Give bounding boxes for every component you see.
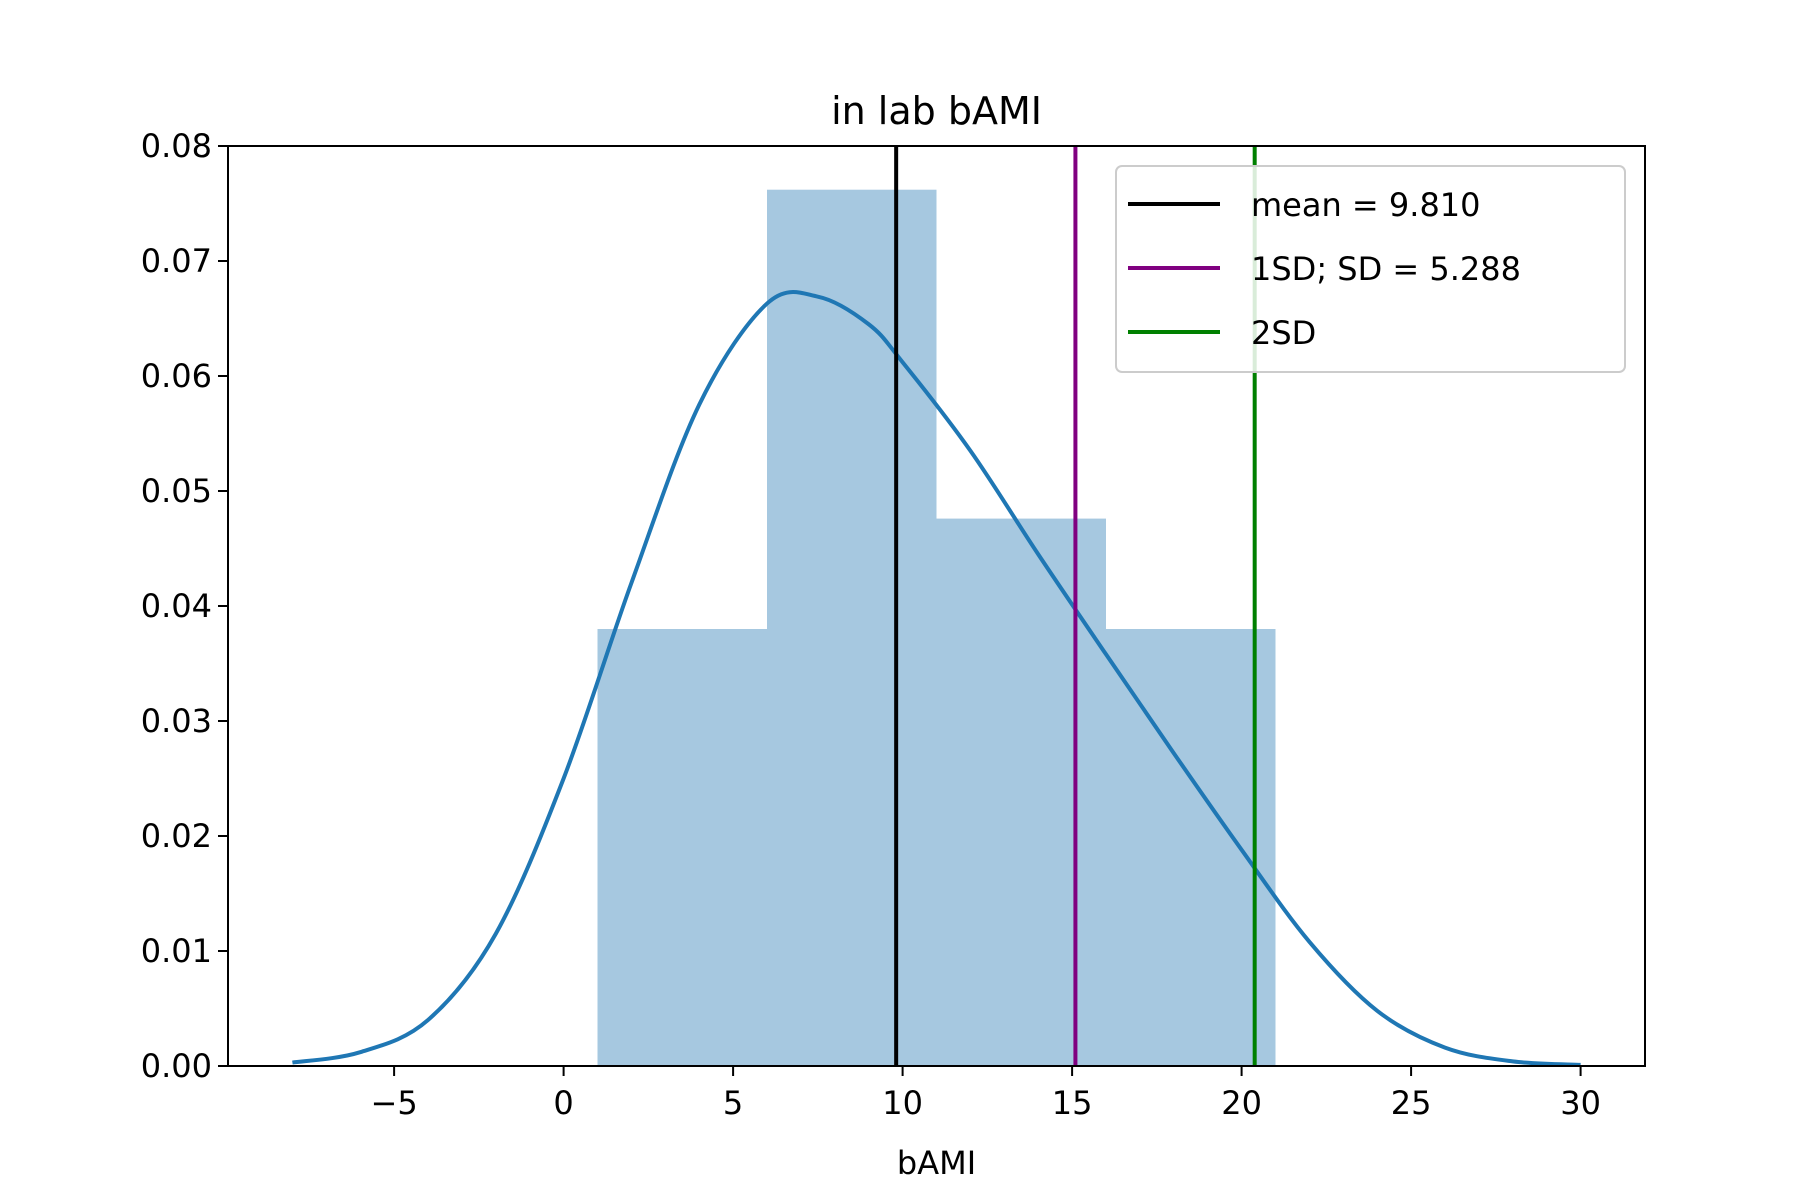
x-tick-label: 30 — [1560, 1084, 1601, 1122]
y-tick-label: 0.01 — [141, 932, 212, 970]
plot-area — [292, 146, 1581, 1067]
x-tick-label: 25 — [1391, 1084, 1432, 1122]
x-tick-label: 15 — [1052, 1084, 1093, 1122]
chart-title: in lab bAMI — [831, 89, 1042, 133]
x-tick-label: 5 — [723, 1084, 743, 1122]
y-tick-label: 0.07 — [141, 242, 212, 280]
x-tick-label: 0 — [553, 1084, 573, 1122]
histogram-bars — [597, 189, 1276, 1066]
y-tick-label: 0.06 — [141, 357, 212, 395]
x-axis-ticks: −5 0 5 10 15 20 25 30 — [371, 1066, 1601, 1122]
x-axis-label: bAMI — [897, 1144, 976, 1182]
y-tick-label: 0.05 — [141, 472, 212, 510]
hist-bar-0 — [597, 629, 768, 1066]
y-tick-label: 0.02 — [141, 817, 212, 855]
y-tick-label: 0.00 — [141, 1047, 212, 1085]
x-tick-label: −5 — [371, 1084, 418, 1122]
x-tick-label: 10 — [882, 1084, 923, 1122]
legend-label-2: 2SD — [1251, 314, 1316, 352]
legend-box — [1115, 165, 1626, 373]
y-tick-label: 0.04 — [141, 587, 212, 625]
y-axis-ticks: 0.00 0.01 0.02 0.03 0.04 0.05 0.06 0.07 0.08 — [141, 127, 228, 1085]
x-tick-label: 20 — [1221, 1084, 1262, 1122]
hist-bar-3 — [1105, 629, 1276, 1066]
legend-label-0: mean = 9.810 — [1251, 186, 1481, 224]
legend-label-1: 1SD; SD = 5.288 — [1251, 250, 1521, 288]
y-tick-label: 0.08 — [141, 127, 212, 165]
hist-bar-2 — [936, 518, 1106, 1066]
legend: mean = 9.810 1SD; SD = 5.288 2SD — [1115, 165, 1626, 373]
y-tick-label: 0.03 — [141, 702, 212, 740]
hist-bar-1 — [767, 189, 937, 1066]
